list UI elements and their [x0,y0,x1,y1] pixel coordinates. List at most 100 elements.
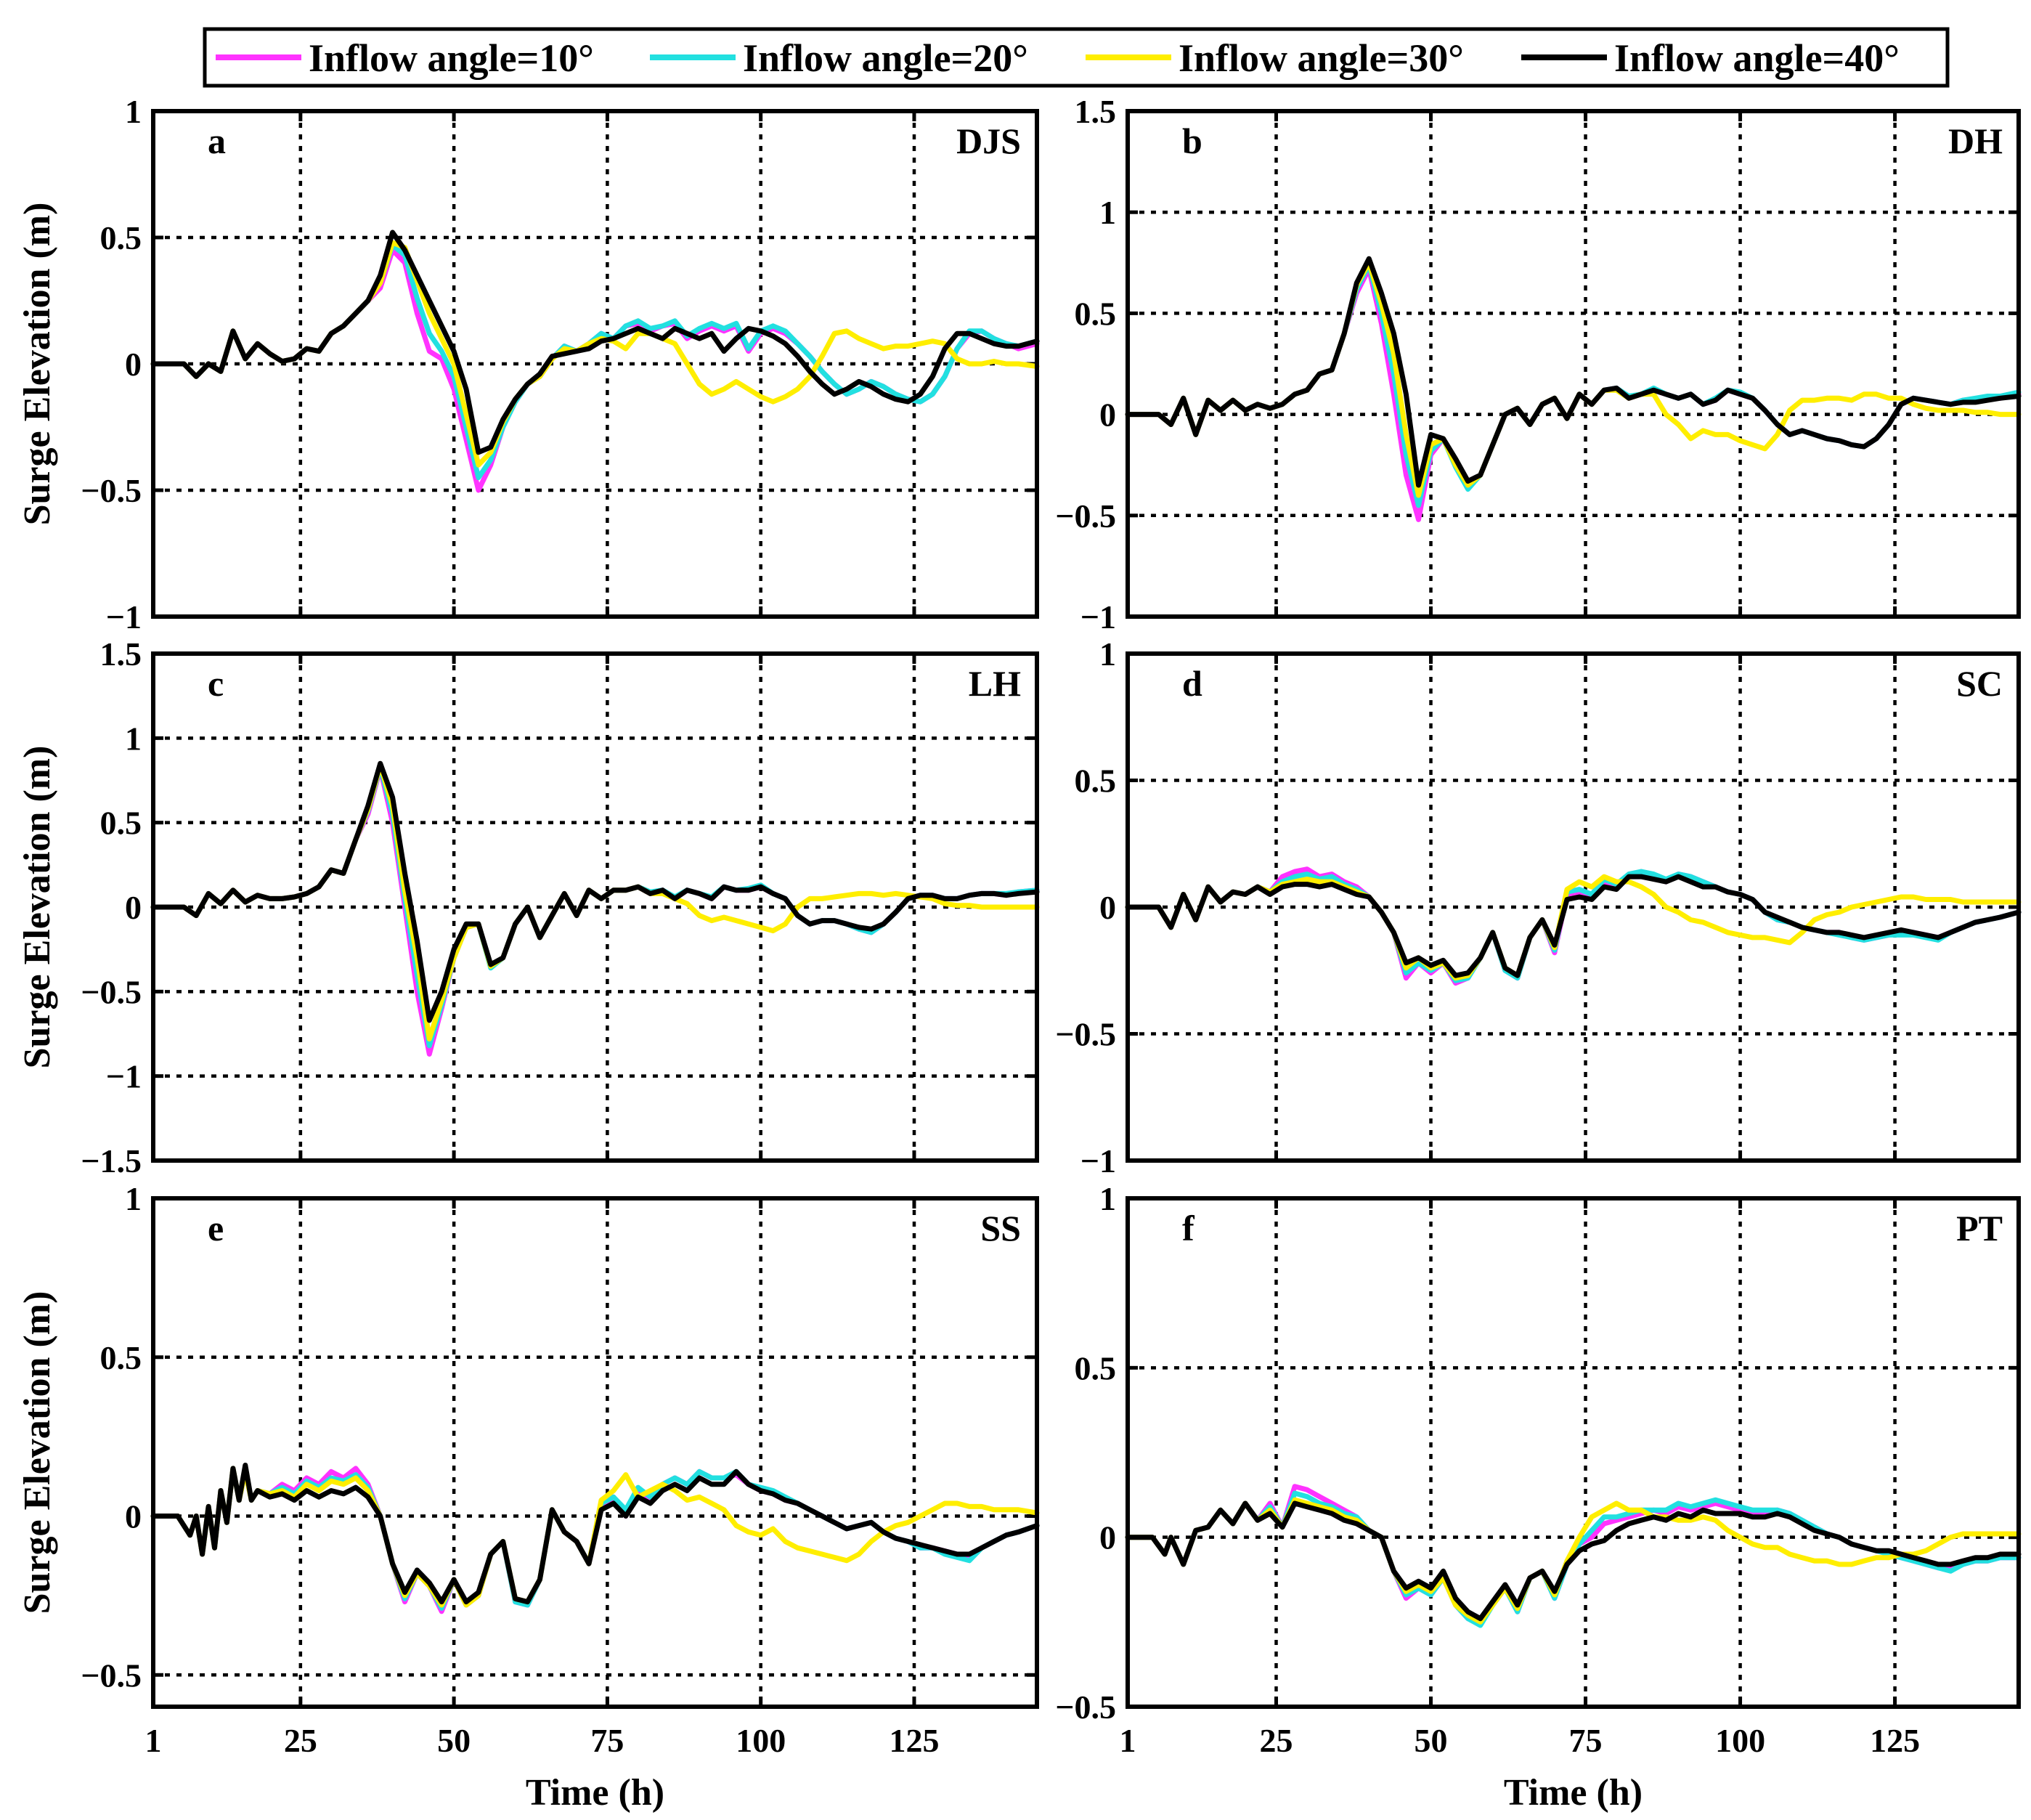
panel-d-station: SC [1956,663,2003,704]
panel-b-yticklabel-0: −1 [1080,598,1116,635]
panel-a-series-0 [150,247,1040,493]
panel-f-series [1125,1484,2022,1628]
panel-d-yticklabel-0: −1 [1080,1142,1116,1179]
panel-b-series-0 [1125,266,2022,522]
panel-f-station: PT [1956,1208,2003,1248]
panel-a: −1 −0.5 0 0.5 1 a DJS Surge Elevation (m) [17,93,1040,635]
panel-c-yticklabel-6: 1.5 [100,635,142,673]
panel-a-yticklabel-3: 0.5 [100,219,142,256]
panel-e-xticklabel-4: 100 [736,1722,786,1759]
panel-c-series-0 [150,765,1040,1057]
panel-f-letter: f [1182,1208,1195,1248]
panel-f-xticklabel-5: 125 [1870,1722,1920,1759]
panel-e-series [150,1463,1040,1614]
panel-b-series-3 [1125,256,2022,488]
panel-c-yticklabel-3: 0 [125,889,142,926]
panel-f-xticklabel-0: 1 [1120,1722,1136,1759]
panel-b: −1 −0.5 0 0.5 1 1.5 b DH [1055,93,2022,635]
panel-f-frame [1126,1196,2021,1709]
panel-e-xticklabel-5: 125 [889,1722,939,1759]
panel-c-series [150,760,1040,1057]
panel-a-yticklabel-4: 1 [125,93,142,130]
panel-b-station: DH [1948,121,2003,161]
panel-c-ylabel: Surge Elevation (m) [17,746,58,1069]
panel-b-series-1 [1125,262,2022,508]
panel-e-xlabel: Time (h) [526,1772,664,1813]
panel-d-series-3 [1125,874,2022,978]
panel-e-xticklabel-1: 25 [284,1722,317,1759]
panel-f-yticklabel-1: 0 [1099,1519,1116,1556]
panel-e-yticklabel-0: −0.5 [81,1657,142,1694]
panel-b-yticklabel-4: 1 [1099,194,1116,231]
panel-f-ticks: 1 25 50 75 100 125−0.500.51 [1055,1180,2019,1759]
panel-f-yticklabel-3: 1 [1099,1180,1116,1217]
panel-d-letter: d [1182,663,1202,704]
panel-c-series-3 [150,760,1040,1023]
panel-d-grid [1128,654,2019,1161]
panel-a-series-2 [150,240,1040,468]
panel-e-yticklabel-1: 0 [125,1498,142,1535]
panel-c-grid [153,654,1037,1161]
panel-d-yticklabel-1: −0.5 [1055,1016,1116,1053]
legend-label-20: Inflow angle=20° [743,36,1028,80]
panel-f-xlabel: Time (h) [1504,1772,1643,1813]
panel-e-ylabel: Surge Elevation (m) [17,1291,58,1614]
panel-e-station: SS [980,1208,1021,1248]
panel-b-yticklabel-5: 1.5 [1075,93,1117,130]
legend: Inflow angle=10° Inflow angle=20° Inflow… [203,27,1950,88]
panel-c-frame [151,651,1039,1163]
panel-d-series [1125,866,2022,986]
panel-e-yticklabel-3: 1 [125,1180,142,1217]
panel-d-yticklabel-2: 0 [1099,889,1116,926]
panel-e-series-3 [150,1463,1040,1605]
legend-label-30: Inflow angle=30° [1179,36,1464,80]
panel-f-yticklabel-2: 0.5 [1075,1349,1117,1386]
panel-d-yticklabel-3: 0.5 [1075,763,1117,800]
panel-a-grid [153,111,1037,617]
panel-f-xticklabel-1: 25 [1260,1722,1293,1759]
panel-f-xticklabel-2: 50 [1415,1722,1448,1759]
panel-e-letter: e [208,1208,224,1248]
panel-e-frame [151,1196,1039,1709]
panel-f-yticklabel-0: −0.5 [1055,1689,1116,1726]
panel-b-yticklabel-1: −0.5 [1055,497,1116,535]
panel-a-frame [151,109,1039,619]
panel-e-xticklabel-3: 75 [590,1722,624,1759]
panel-a-series-3 [150,229,1040,455]
panel-c: −1.5 −1 −0.5 0 0.5 1 1.5 c LH Surge Elevation … [17,635,1040,1179]
panel-a-yticklabel-2: 0 [125,346,142,383]
legend-label-10: Inflow angle=10° [309,36,594,80]
panel-f-grid [1128,1198,2019,1707]
panel-e-xticklabel-2: 50 [437,1722,471,1759]
panel-a-series [150,229,1040,493]
panel-f-xticklabel-3: 75 [1569,1722,1603,1759]
panel-b-series-2 [1125,260,2022,498]
panel-c-yticklabel-2: −0.5 [81,973,142,1010]
panel-d-frame [1126,651,2021,1163]
panel-c-yticklabel-5: 1 [125,720,142,757]
panel-a-yticklabel-0: −1 [106,598,142,635]
panel-b-series [1125,256,2022,522]
panel-c-yticklabel-1: −1 [106,1058,142,1095]
legend-label-40: Inflow angle=40° [1614,36,1900,80]
panel-e-grid [153,1198,1037,1707]
panel-a-ylabel: Surge Elevation (m) [17,203,58,526]
panel-f-series-3 [1125,1500,2022,1622]
panel-e-yticklabel-2: 0.5 [100,1339,142,1376]
panel-d-yticklabel-4: 1 [1099,635,1116,673]
panel-f-xticklabel-4: 100 [1715,1722,1765,1759]
panel-f: 1 25 50 75 100 125−0.500.51 f PT Time (h) [1055,1180,2022,1813]
panel-c-station: LH [969,663,1021,704]
panel-b-yticklabel-2: 0 [1099,397,1116,434]
panel-b-frame [1126,109,2021,619]
panel-e-ticks: 1 25 50 75 100 125−0.500.51 [81,1180,1037,1759]
panel-c-yticklabel-4: 0.5 [100,805,142,842]
panel-a-station: DJS [956,121,1021,161]
panel-c-yticklabel-0: −1.5 [81,1142,142,1179]
panel-b-grid [1128,111,2019,617]
panel-c-letter: c [208,663,224,704]
panel-a-letter: a [208,121,226,161]
legend-box [203,27,1950,88]
panel-e-xticklabel-0: 1 [145,1722,162,1759]
